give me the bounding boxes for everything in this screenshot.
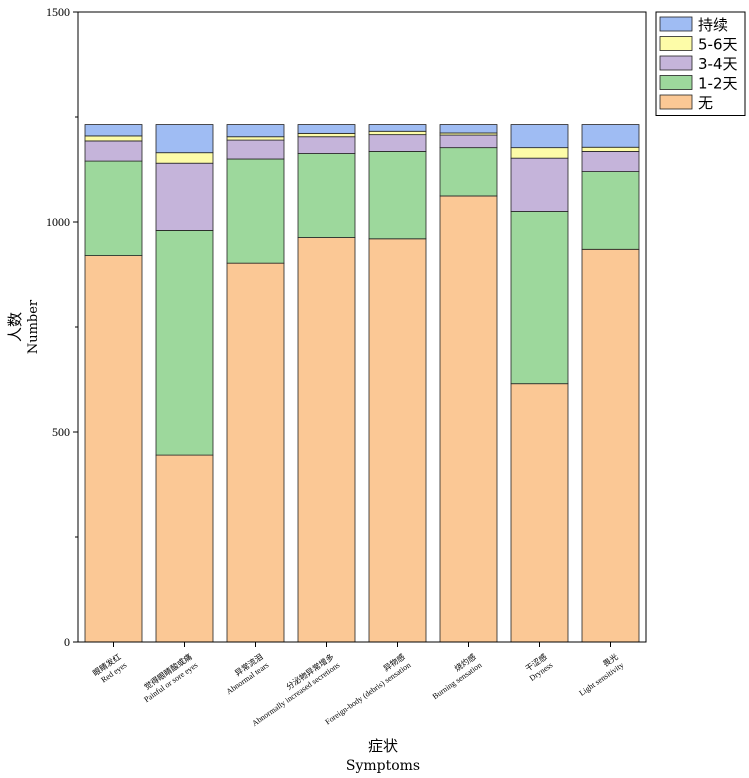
- bar-segment-8-series-2: [581, 171, 640, 250]
- bar-segment-2-series-1: [155, 454, 214, 643]
- bar-segment-6-series-3: [439, 134, 498, 149]
- bar-segment-1-series-3: [84, 140, 143, 162]
- legend-swatch: [659, 94, 693, 110]
- bar-segment-2-series-4: [155, 152, 214, 164]
- bar-segment-4-series-5: [297, 124, 356, 134]
- bar-segment-1-series-4: [84, 135, 143, 142]
- bar-segment-3-series-1: [226, 262, 285, 643]
- bar-segment-8-series-5: [581, 124, 640, 148]
- x-tick-label-en: Light sensitivity: [577, 660, 625, 697]
- legend-label: 无: [698, 94, 713, 112]
- bar-segment-7-series-1: [510, 383, 569, 643]
- bar-segment-1-series-5: [84, 124, 143, 137]
- legend-label: 持续: [698, 16, 728, 34]
- legend-swatch: [659, 55, 693, 71]
- legend-swatch: [659, 16, 693, 32]
- y-tick-label: 1500: [46, 5, 70, 19]
- y-tick-label: 1000: [46, 215, 70, 229]
- bar-segment-7-series-2: [510, 211, 569, 385]
- bar-segment-2-series-5: [155, 124, 214, 154]
- bar-segment-5-series-2: [368, 151, 427, 240]
- bar-segment-7-series-4: [510, 147, 569, 159]
- x-axis-title-zh: 症状: [368, 737, 398, 755]
- legend-label: 5-6天: [698, 36, 738, 54]
- bar-segment-1-series-2: [84, 160, 143, 257]
- y-tick-label: 0: [64, 635, 70, 649]
- x-axis-title-en: Symptoms: [346, 758, 420, 774]
- bar-segment-6-series-5: [439, 124, 498, 134]
- bar-segment-5-series-3: [368, 134, 427, 152]
- bar-segment-8-series-3: [581, 151, 640, 173]
- bar-segment-3-series-3: [226, 139, 285, 160]
- bar-segment-5-series-1: [368, 238, 427, 643]
- legend-label: 3-4天: [698, 55, 738, 73]
- bar-segment-4-series-4: [297, 132, 356, 138]
- y-tick-label: 500: [52, 425, 70, 439]
- bar-segment-3-series-2: [226, 158, 285, 264]
- bar-segment-6-series-2: [439, 147, 498, 197]
- bar-segment-6-series-1: [439, 195, 498, 643]
- bar-segment-5-series-4: [368, 130, 427, 136]
- legend-swatch: [659, 36, 693, 51]
- bar-segment-2-series-3: [155, 162, 214, 231]
- legend: 持续 5-6天3-4天 1-2天无: [655, 11, 746, 116]
- y-axis-title-zh: 人数: [6, 312, 24, 342]
- legend-label: 1-2天: [698, 75, 738, 93]
- bar-segment-2-series-2: [155, 229, 214, 456]
- bar-segment-8-series-4: [581, 146, 640, 152]
- bar-segment-3-series-5: [226, 124, 285, 138]
- bar-segment-8-series-1: [581, 248, 640, 643]
- bar-segment-1-series-1: [84, 255, 143, 643]
- bar-segment-7-series-5: [510, 124, 569, 149]
- bar-segment-4-series-3: [297, 136, 356, 154]
- bar-segment-4-series-2: [297, 153, 356, 238]
- y-axis-title-en: Number: [26, 299, 41, 354]
- bar-segment-4-series-1: [297, 237, 356, 643]
- bars-layer: [84, 124, 640, 643]
- y-axis: 0 500 1000 1500: [46, 5, 78, 649]
- bar-segment-7-series-3: [510, 157, 569, 212]
- legend-swatch: [659, 75, 693, 90]
- bar-segment-3-series-4: [226, 136, 285, 141]
- bar-segment-5-series-5: [368, 124, 427, 132]
